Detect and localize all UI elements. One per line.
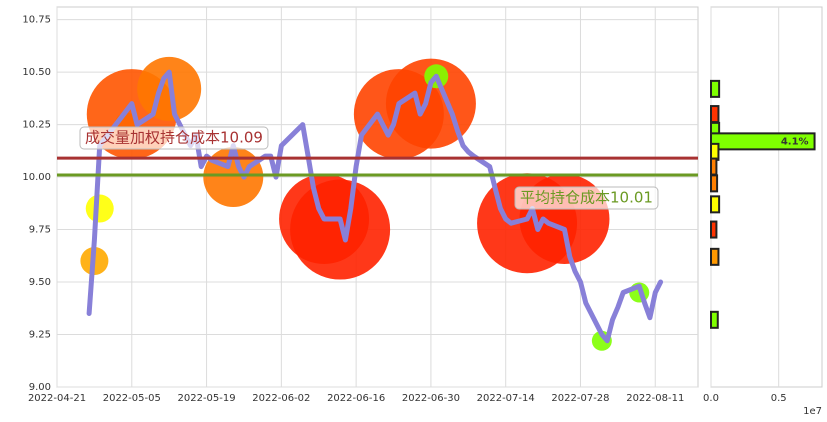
volume-bar [710,310,719,329]
annotation-text: 平均持仓成本10.01 [520,189,653,207]
volume-bar [710,174,719,193]
x-tick-label: 2022-07-28 [551,393,609,404]
cost-annotation: 平均持仓成本10.01 [514,186,659,210]
y-tick-label: 10.50 [22,67,51,78]
volume-bar [710,105,720,124]
cost-annotation: 成交量加权持仓成本10.09 [79,126,269,150]
volume-bubble [290,179,391,280]
bar-value-label: 4.1% [781,136,809,147]
annotation-box [79,126,269,150]
volume-bar [710,142,720,161]
y-tick-label: 9.50 [29,277,51,288]
volume-bar [710,247,720,266]
y-tick-label: 10.25 [22,120,51,131]
volume-bubble [85,194,114,223]
y-tick-label: 10.00 [22,172,51,183]
x-tick-label: 2022-07-14 [477,393,535,404]
price-line [86,69,664,344]
volume-bar [710,79,721,98]
annotation-text: 成交量加权持仓成本10.09 [85,129,263,147]
volume-bubble [385,58,476,149]
volume-bar [710,195,721,214]
x-tick-label: 2022-06-02 [252,393,310,404]
volume-bar [710,220,718,239]
x-tick-label: 0.5 [771,393,787,404]
y-tick-label: 9.25 [29,330,51,341]
x-tick-label: 2022-08-11 [626,393,684,404]
x-tick-label: 2022-04-21 [28,393,86,404]
x-tick-label: 2022-06-30 [402,393,460,404]
y-tick-label: 9.00 [29,382,51,393]
volume-bar [710,132,816,151]
volume-bubble [203,147,264,208]
volume-bar [710,157,718,176]
x-offset-label: 1e7 [803,406,822,417]
x-tick-label: 0.0 [703,393,719,404]
y-tick-label: 10.75 [22,15,51,26]
annotation-box [514,186,659,210]
y-tick-label: 9.75 [29,225,51,236]
x-tick-label: 2022-05-19 [178,393,236,404]
x-tick-label: 2022-05-05 [103,393,161,404]
plot-area [710,6,823,388]
x-tick-label: 2022-06-16 [327,393,385,404]
